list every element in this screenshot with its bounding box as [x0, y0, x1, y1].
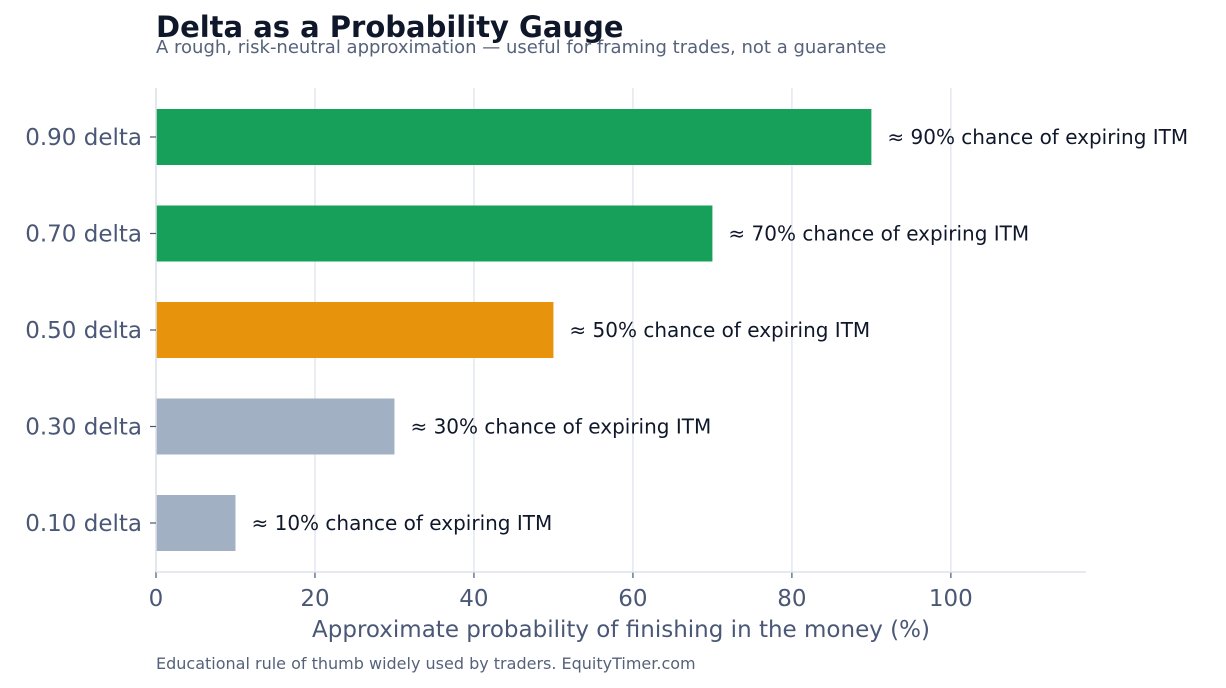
bars — [156, 109, 872, 551]
bar — [156, 109, 872, 165]
x-tick-label: 100 — [929, 586, 973, 612]
y-category-label: 0.70 delta — [25, 222, 142, 248]
x-tick-label: 20 — [300, 586, 329, 612]
x-axis-label: Approximate probability of finishing in … — [312, 617, 930, 643]
bar — [156, 302, 554, 358]
y-category-label: 0.30 delta — [25, 415, 142, 441]
chart-title: Delta as a Probability Gauge — [156, 10, 624, 44]
bar-value-label: ≈ 30% chance of expiring ITM — [410, 415, 711, 439]
bar — [156, 398, 395, 455]
x-tick-label: 80 — [777, 586, 806, 612]
y-category-label: 0.10 delta — [25, 511, 142, 537]
bar-value-label: ≈ 50% chance of expiring ITM — [569, 318, 870, 342]
x-tick-label: 40 — [459, 586, 488, 612]
bar-value-label: ≈ 70% chance of expiring ITM — [728, 222, 1029, 246]
x-tick-label: 60 — [618, 586, 647, 612]
axes: 0 20 40 60 80 100 0.90 delta 0.70 delta 0.50 del… — [25, 88, 1086, 612]
chart-subtitle: A rough, risk-neutral approximation — us… — [156, 37, 886, 58]
x-tick-label: 0 — [149, 586, 164, 612]
y-category-label: 0.90 delta — [25, 125, 142, 151]
bar — [156, 495, 236, 551]
y-category-label: 0.50 delta — [25, 318, 142, 344]
bar — [156, 205, 713, 262]
bar-value-label: ≈ 90% chance of expiring ITM — [887, 125, 1188, 149]
data-labels: ≈ 90% chance of expiring ITM ≈ 70% chance… — [251, 125, 1188, 535]
bar-value-label: ≈ 10% chance of expiring ITM — [251, 511, 552, 535]
chart-footnote: Educational rule of thumb widely used by… — [156, 654, 696, 673]
